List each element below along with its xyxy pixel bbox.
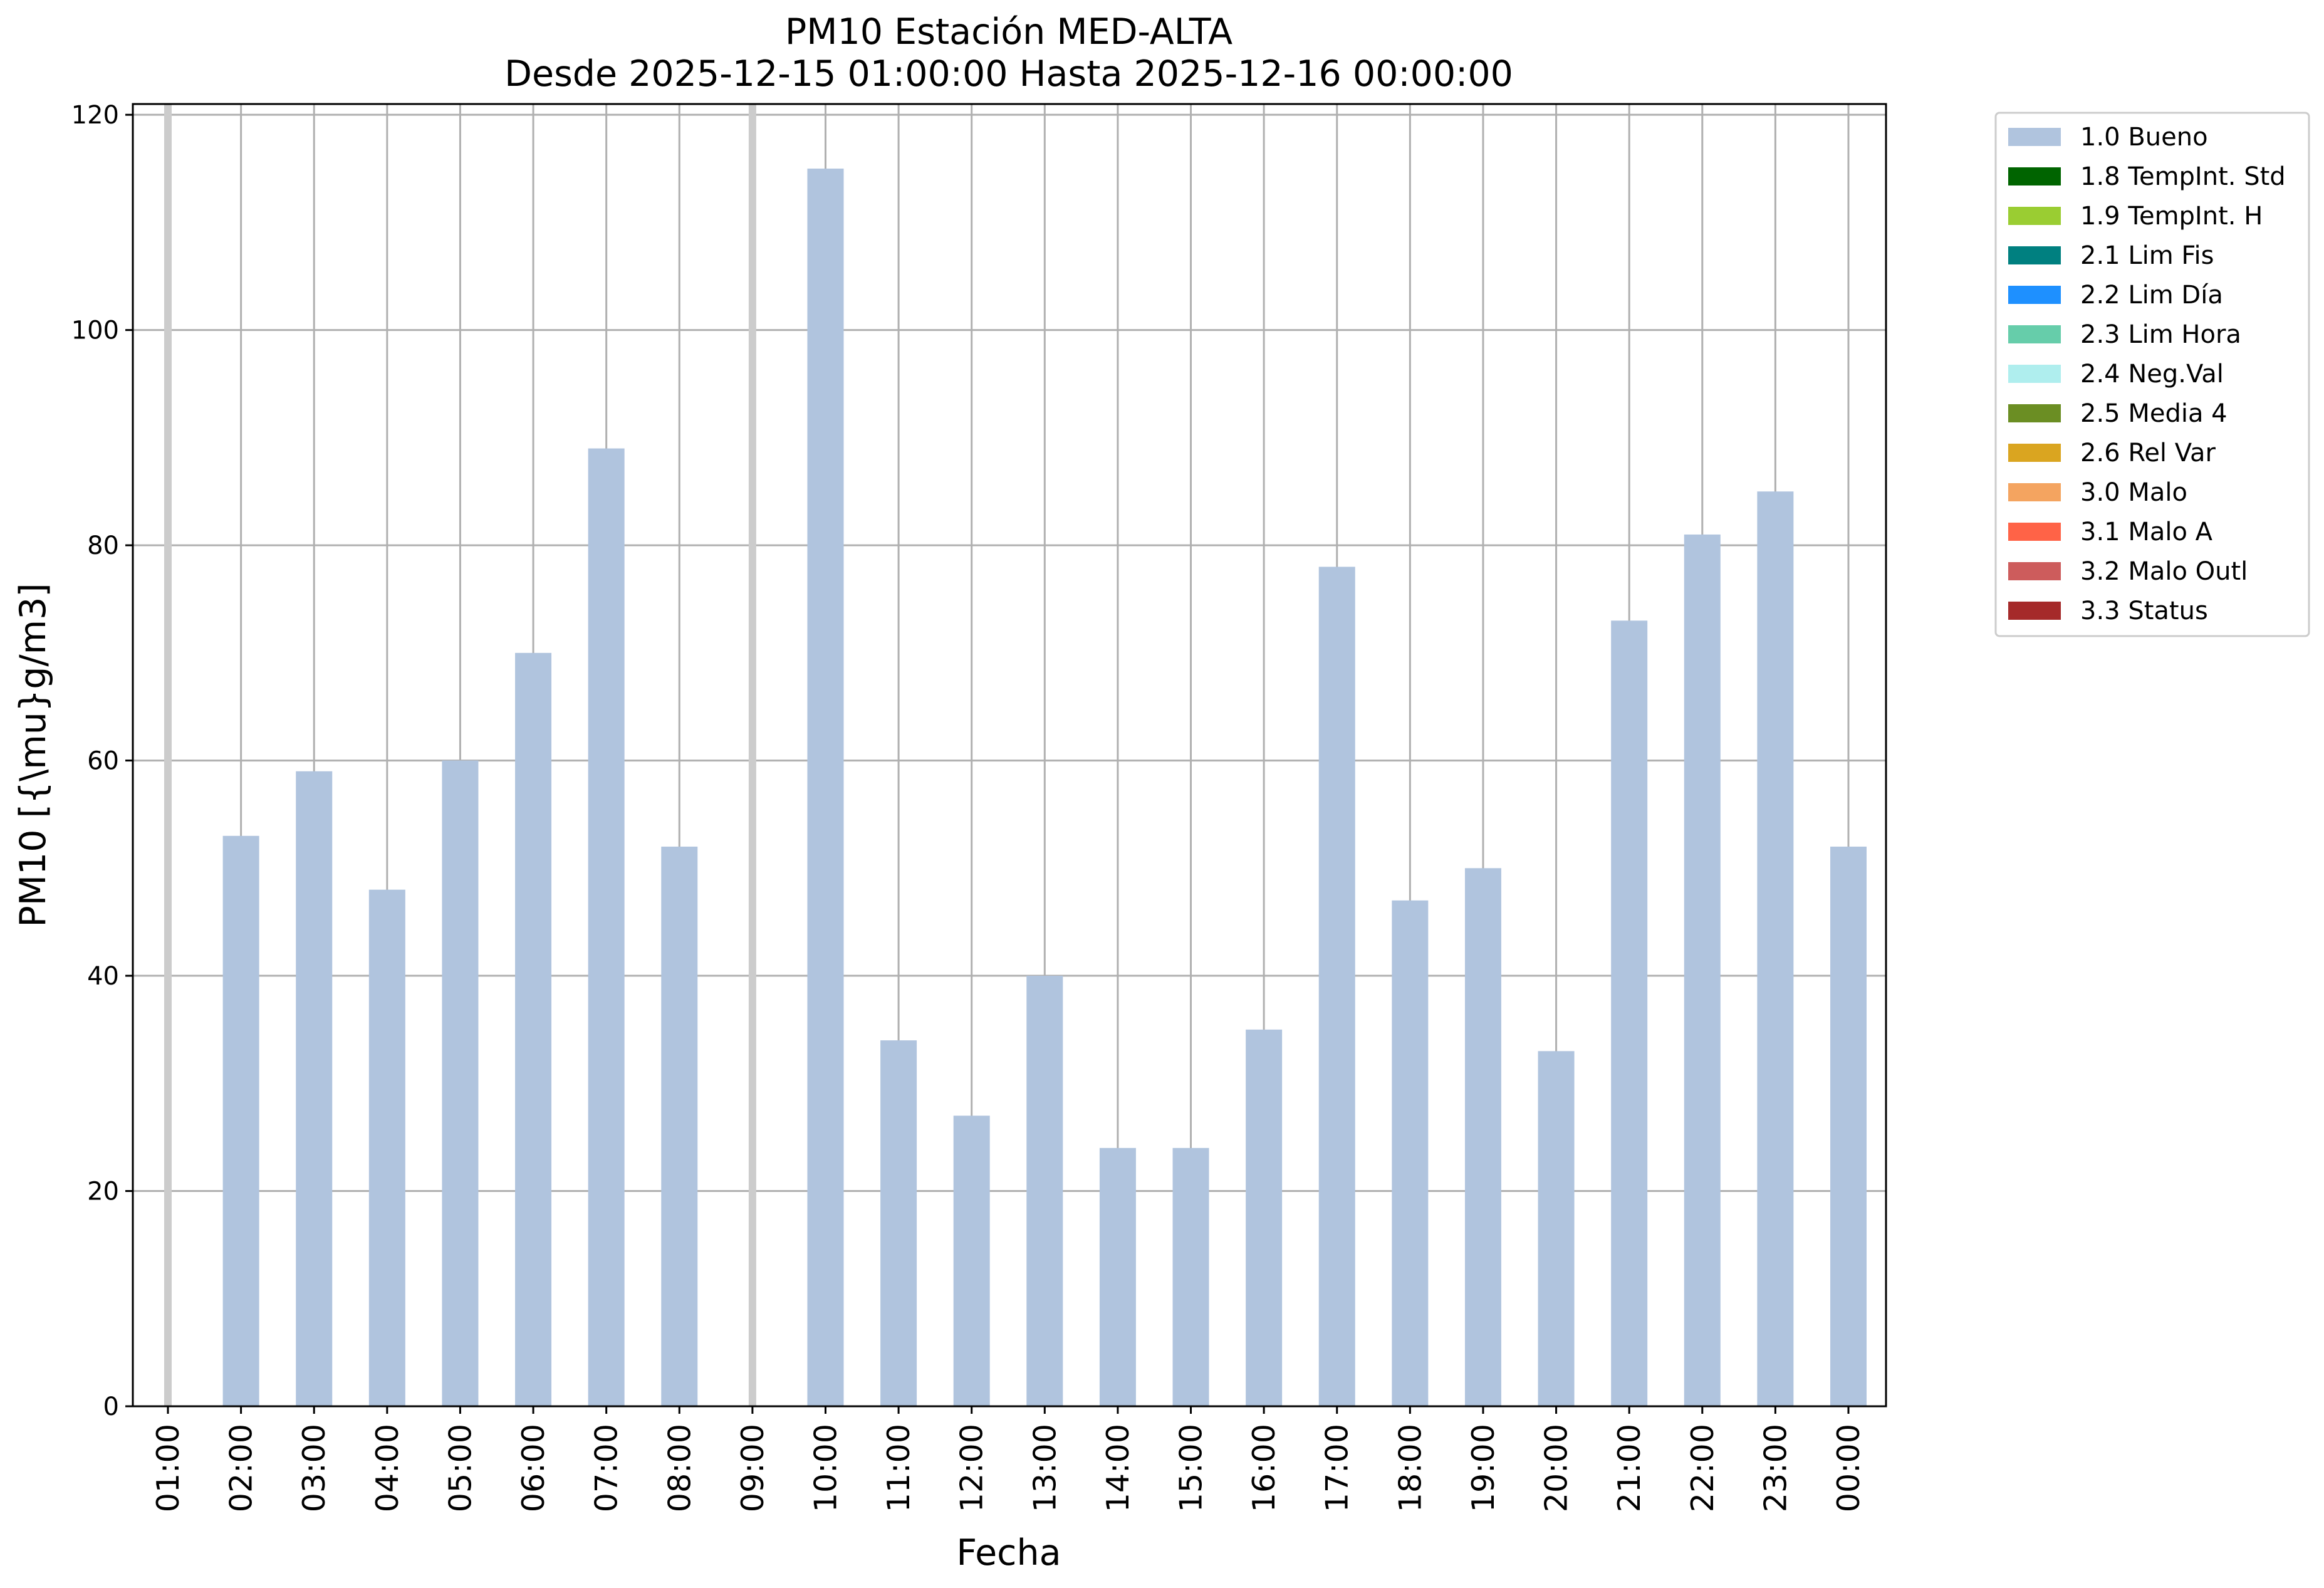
bar — [442, 760, 479, 1406]
x-tick-label: 00:00 — [1831, 1424, 1867, 1512]
x-tick-label: 08:00 — [662, 1424, 697, 1512]
bar — [1538, 1051, 1575, 1406]
bar — [1318, 567, 1355, 1406]
bar — [1830, 846, 1867, 1406]
legend-swatch — [2008, 246, 2061, 264]
legend-label: 3.1 Malo A — [2080, 518, 2213, 546]
x-tick-label: 23:00 — [1758, 1424, 1793, 1512]
bar — [1172, 1147, 1209, 1406]
legend-swatch — [2008, 483, 2061, 501]
chart-title: PM10 Estación MED-ALTA — [785, 11, 1232, 53]
legend-swatch — [2008, 167, 2061, 185]
y-tick-label: 20 — [87, 1178, 119, 1206]
legend-swatch — [2008, 128, 2061, 146]
plot-frame — [132, 103, 1887, 1408]
x-tick-label: 20:00 — [1539, 1424, 1575, 1512]
x-tick-label: 18:00 — [1392, 1424, 1428, 1512]
legend-label: 3.3 Status — [2080, 597, 2208, 625]
bar — [1099, 1147, 1136, 1406]
missing-value-marker — [164, 104, 172, 1406]
legend-swatch — [2008, 562, 2061, 580]
bar — [1464, 868, 1501, 1406]
y-axis-label: PM10 [{\mu}g/m3] — [13, 583, 54, 927]
bar — [807, 169, 844, 1407]
x-tick-label: 01:00 — [150, 1424, 186, 1512]
x-tick-label: 02:00 — [224, 1424, 259, 1512]
bar — [1757, 491, 1794, 1406]
legend-swatch — [2008, 523, 2061, 541]
y-tick-label: 100 — [71, 316, 119, 345]
chart-subtitle: Desde 2025-12-15 01:00:00 Hasta 2025-12-… — [504, 53, 1513, 95]
y-ticks: 0 20 40 60 80 100 120 — [71, 101, 133, 1421]
bar — [515, 652, 552, 1406]
legend-label: 2.1 Lim Fis — [2080, 241, 2214, 270]
x-tick-label: 05:00 — [442, 1424, 478, 1512]
x-tick-label: 21:00 — [1612, 1424, 1647, 1512]
x-tick-label: 11:00 — [881, 1424, 917, 1512]
y-tick-label: 80 — [87, 531, 119, 560]
x-tick-label: 13:00 — [1027, 1424, 1063, 1512]
legend: 1.0 Bueno 1.8 TempInt. Std 1.9 TempInt. H 2… — [1994, 112, 2310, 637]
y-tick-label: 0 — [103, 1392, 119, 1421]
legend-label: 2.6 Rel Var — [2080, 439, 2216, 468]
x-tick-label: 06:00 — [516, 1424, 551, 1512]
legend-label: 1.0 Bueno — [2080, 123, 2208, 152]
legend-swatch — [2008, 444, 2061, 462]
legend-label: 3.0 Malo — [2080, 478, 2187, 507]
legend-swatch — [2008, 602, 2061, 620]
bar — [1611, 620, 1648, 1406]
x-tick-label: 07:00 — [589, 1424, 625, 1512]
x-tick-label: 15:00 — [1174, 1424, 1209, 1512]
x-tick-label: 04:00 — [370, 1424, 405, 1512]
legend-label: 3.2 Malo Outl — [2080, 557, 2248, 586]
legend-label: 2.5 Media 4 — [2080, 399, 2228, 428]
bar — [953, 1115, 990, 1406]
x-tick-label: 03:00 — [296, 1424, 332, 1512]
bar — [1026, 976, 1063, 1406]
legend-swatch — [2008, 207, 2061, 225]
bar — [661, 846, 698, 1406]
legend-label: 2.4 Neg.Val — [2080, 360, 2224, 389]
legend-swatch — [2008, 365, 2061, 383]
y-tick-label: 120 — [71, 101, 119, 130]
bar — [1392, 900, 1429, 1406]
bar — [296, 771, 333, 1406]
legend-label: 2.2 Lim Día — [2080, 281, 2223, 310]
bars — [164, 104, 1867, 1407]
legend-swatch — [2008, 325, 2061, 343]
x-tick-label: 14:00 — [1100, 1424, 1136, 1512]
bar — [880, 1040, 917, 1406]
x-tick-label: 22:00 — [1685, 1424, 1721, 1512]
legend-swatch — [2008, 404, 2061, 422]
legend-box — [1994, 112, 2310, 637]
x-tick-label: 19:00 — [1466, 1424, 1501, 1512]
x-tick-label: 12:00 — [954, 1424, 990, 1512]
bar — [368, 889, 405, 1406]
x-tick-label: 10:00 — [808, 1424, 843, 1512]
bar — [1684, 534, 1721, 1406]
legend-label: 2.3 Lim Hora — [2080, 320, 2241, 349]
bar — [1246, 1029, 1283, 1406]
y-tick-label: 60 — [87, 747, 119, 776]
legend-label: 1.9 TempInt. H — [2080, 202, 2263, 231]
x-axis-label: Fecha — [956, 1532, 1061, 1574]
x-tick-label: 09:00 — [735, 1424, 771, 1512]
legend-swatch — [2008, 286, 2061, 304]
x-tick-label: 17:00 — [1320, 1424, 1355, 1512]
x-ticks: 01:00 02:00 03:00 04:00 05:00 06:00 07:00 08:00… — [150, 1406, 1867, 1512]
x-tick-label: 16:00 — [1246, 1424, 1282, 1512]
y-tick-label: 40 — [87, 962, 119, 991]
legend-label: 1.8 TempInt. Std — [2080, 162, 2286, 191]
missing-value-marker — [748, 104, 756, 1406]
bar — [222, 835, 259, 1406]
bar — [588, 448, 625, 1406]
